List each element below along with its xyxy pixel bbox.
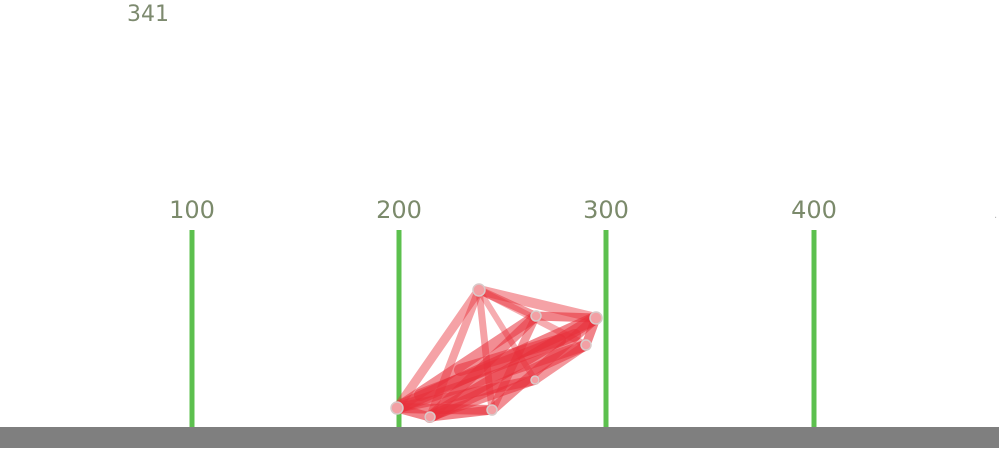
distance-marker-post-100 — [189, 230, 195, 428]
node — [530, 310, 542, 322]
node — [424, 411, 436, 423]
muscle — [531, 311, 601, 323]
creature-muscles — [390, 285, 603, 423]
distance-marker-post-300 — [603, 230, 609, 428]
distance-marker-label-300: 300 — [583, 196, 629, 224]
muscle — [530, 340, 591, 385]
node — [486, 404, 498, 416]
muscle — [392, 403, 497, 415]
muscle — [392, 285, 484, 413]
node — [530, 375, 540, 385]
node — [580, 339, 592, 351]
muscle — [391, 310, 542, 414]
muscle — [424, 312, 602, 423]
muscle — [424, 339, 592, 423]
muscle — [414, 329, 581, 401]
muscle — [454, 334, 566, 376]
muscle — [426, 286, 483, 421]
muscle — [425, 405, 497, 422]
muscle — [476, 287, 538, 383]
distance-marker-label-200: 200 — [376, 196, 422, 224]
muscle — [488, 312, 540, 414]
muscle — [391, 339, 592, 414]
muscle — [581, 313, 601, 350]
muscle — [425, 311, 541, 422]
distance-marker-post-200 — [396, 230, 402, 428]
muscle — [392, 375, 540, 413]
node — [589, 311, 603, 325]
distance-marker-label-400: 400 — [791, 196, 837, 224]
distance-score: 341 — [127, 2, 169, 27]
muscle — [392, 403, 435, 422]
muscle — [475, 286, 496, 414]
ground — [0, 427, 999, 448]
node — [472, 283, 486, 297]
muscle — [487, 313, 601, 415]
muscle — [425, 375, 540, 422]
muscle — [475, 286, 590, 349]
distance-marker-label-100: 100 — [169, 196, 215, 224]
creature-nodes — [390, 283, 603, 423]
muscle — [474, 285, 601, 323]
offscreen-marker-edge: · — [994, 213, 998, 224]
distance-marker-post-400 — [811, 230, 817, 428]
muscle — [390, 311, 603, 415]
muscle — [475, 286, 540, 320]
